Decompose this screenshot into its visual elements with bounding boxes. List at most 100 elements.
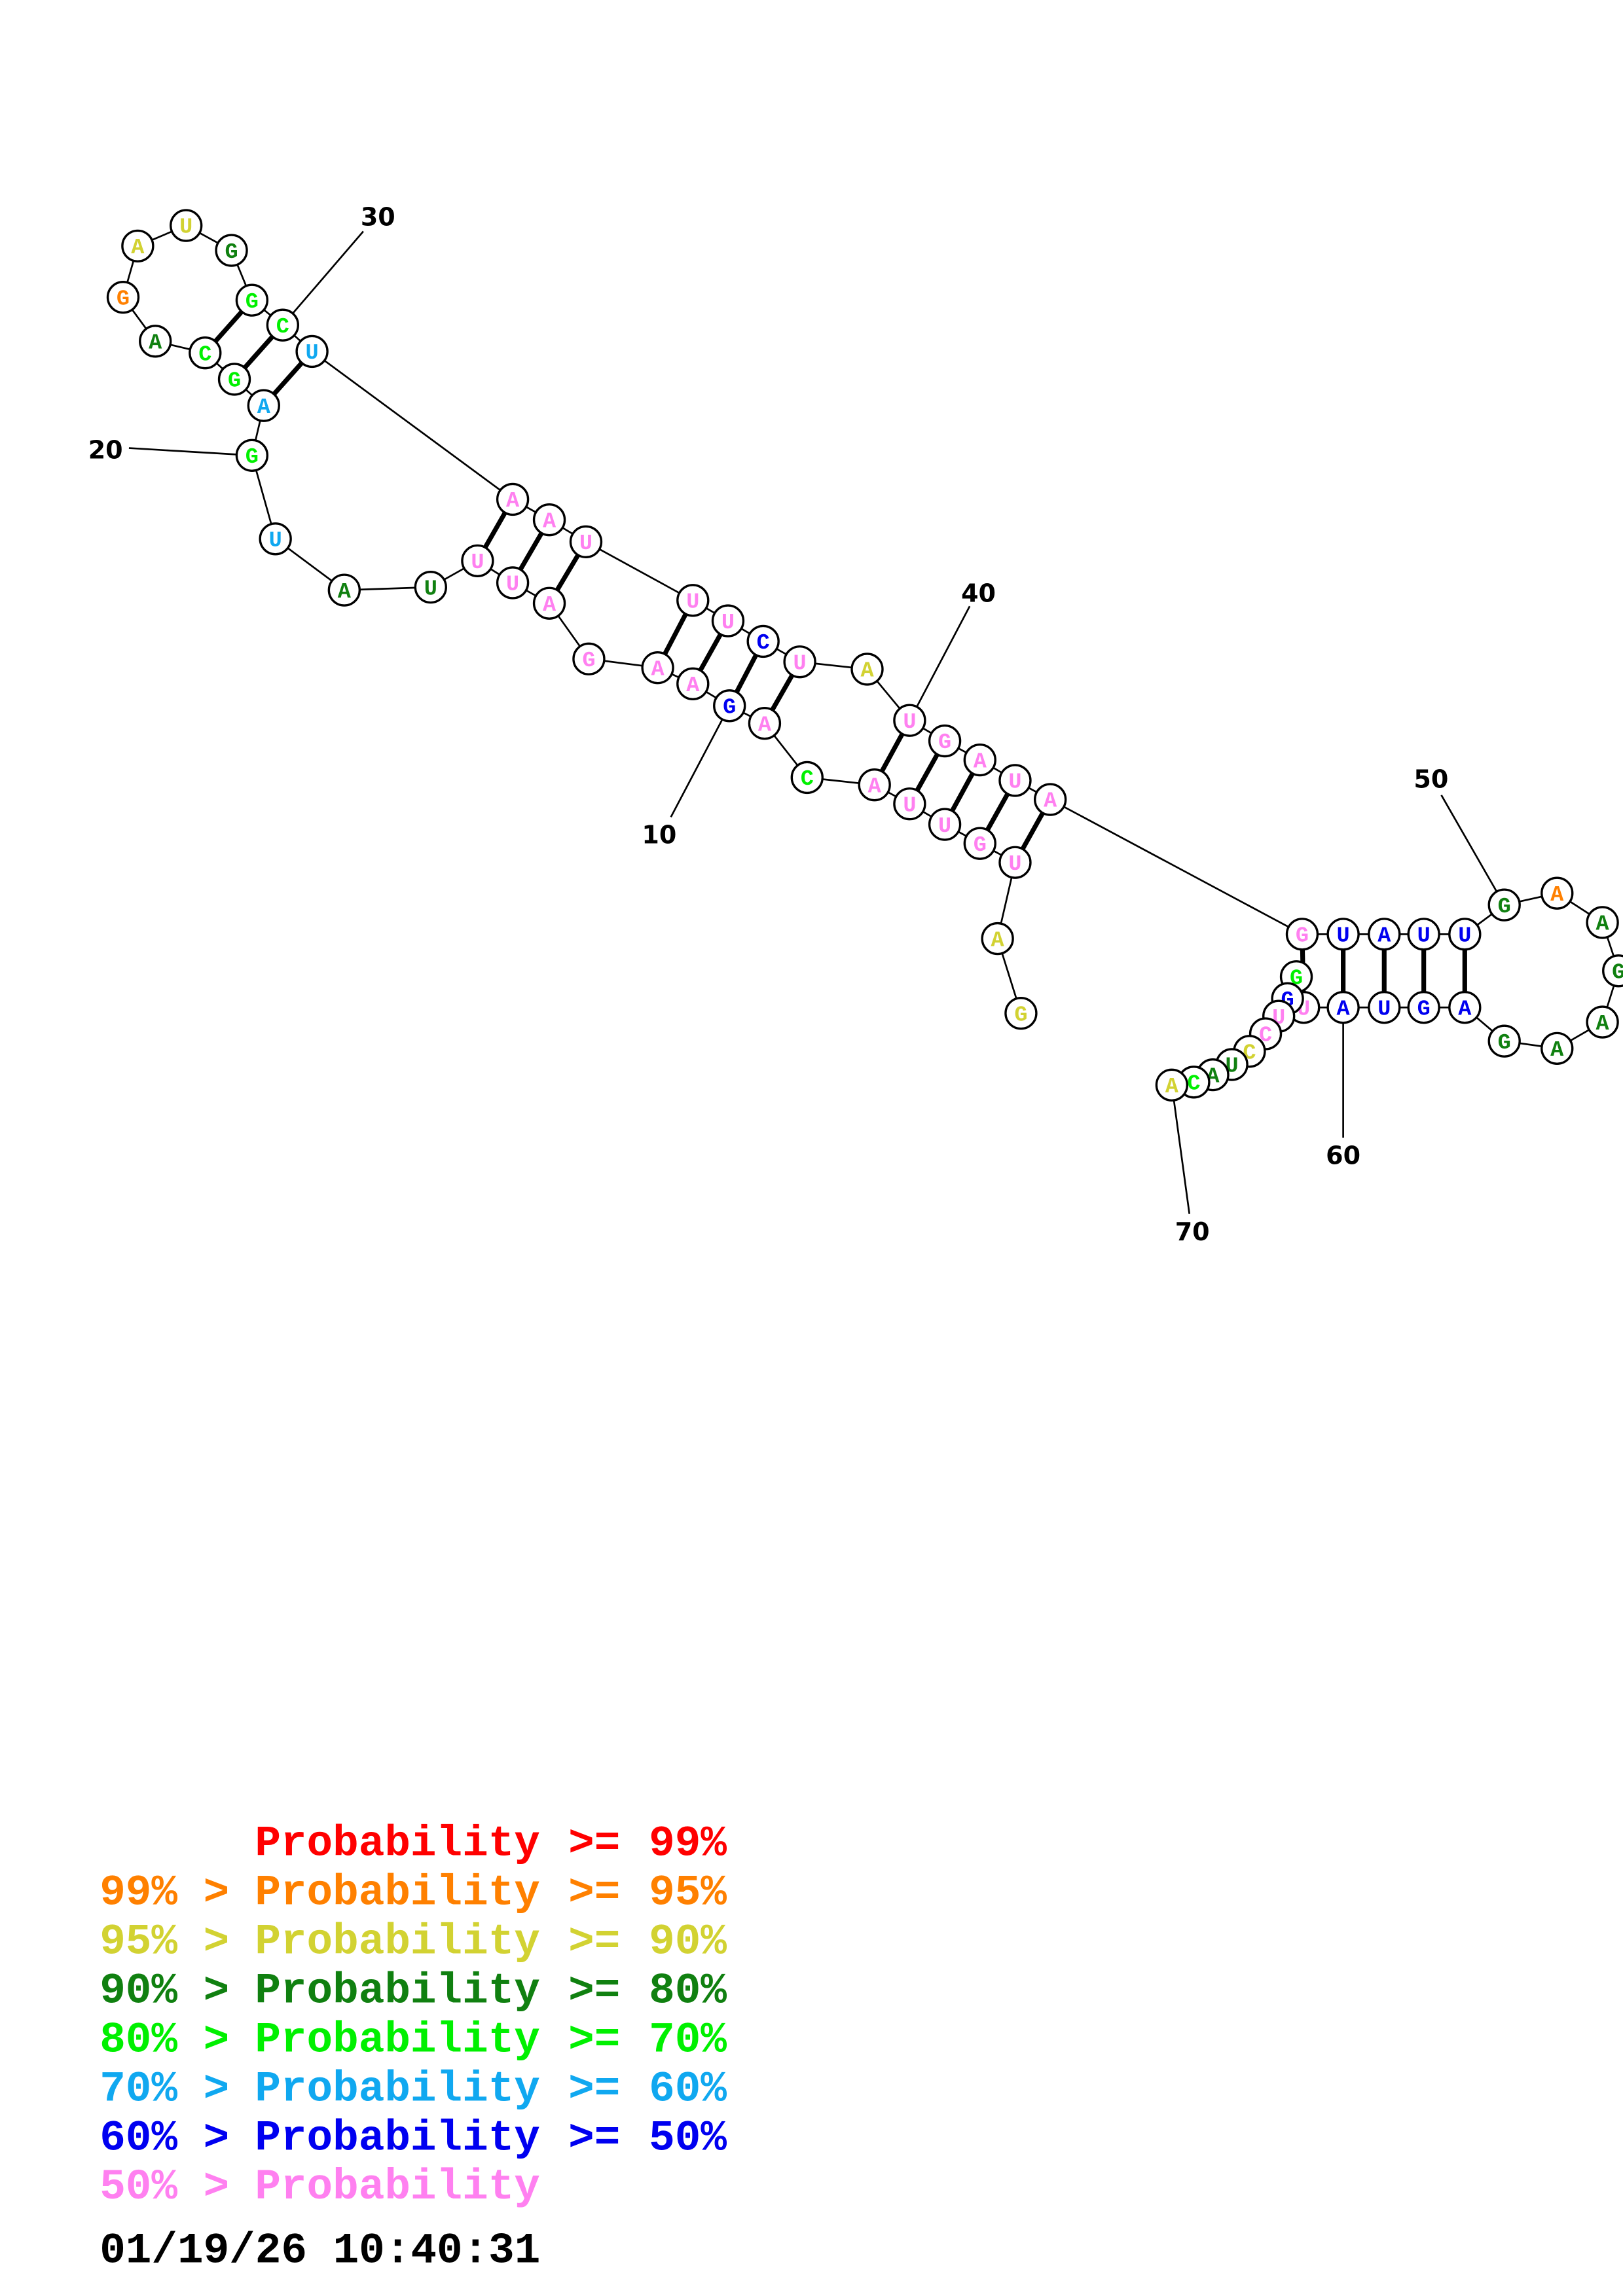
- base-pair-lines: [203, 298, 1467, 1008]
- position-label-line: [1171, 1085, 1191, 1214]
- nucleotide-circle: [928, 808, 962, 841]
- nucleotide: G: [928, 724, 962, 758]
- nucleotide-letter: G: [582, 649, 595, 673]
- legend-mid-text: Probability: [255, 1966, 540, 2015]
- nucleotide-circle: [295, 334, 329, 368]
- nucleotide: A: [963, 743, 996, 777]
- nucleotide: U: [496, 566, 530, 600]
- legend-right-text: 99%: [649, 1820, 727, 1869]
- nucleotide: U: [1448, 918, 1482, 951]
- nucleotide-circle: [893, 704, 926, 737]
- legend-row: 50% > Probability: [100, 2162, 540, 2212]
- nucleotide-circle: [247, 389, 280, 422]
- nucleotide-letter: U: [1337, 924, 1350, 949]
- nucleotide-letter: G: [246, 445, 259, 470]
- nucleotide-circle: [998, 846, 1032, 879]
- nucleotide-circle: [327, 573, 361, 607]
- nucleotide-letter: U: [1008, 852, 1021, 877]
- legend-row: 80% > Probability >= 70%: [100, 2015, 727, 2064]
- position-label-line: [282, 230, 364, 326]
- nucleotide-letter: C: [198, 342, 211, 367]
- nucleotide-circle: [963, 827, 996, 860]
- nucleotide-circle: [189, 336, 222, 370]
- nucleotide-circle: [532, 503, 566, 537]
- nucleotide: A: [1448, 991, 1482, 1024]
- nucleotide-circle: [1448, 918, 1482, 951]
- nucleotide-letter: U: [269, 528, 282, 553]
- nucleotide-circle: [1487, 1024, 1521, 1058]
- nucleotide-circle: [170, 209, 203, 242]
- nucleotide: C: [266, 308, 300, 342]
- nucleotide-circle: [1326, 918, 1360, 951]
- nucleotide: U: [893, 787, 926, 821]
- nucleotide-letter: U: [686, 590, 699, 615]
- nucleotide: U: [998, 846, 1032, 879]
- nucleotide: G: [235, 439, 269, 472]
- position-label: 10: [642, 821, 676, 850]
- nucleotide: A: [1586, 1005, 1619, 1039]
- nucleotide-circle: [1004, 997, 1038, 1030]
- legend-left-text: 80% >: [100, 2015, 229, 2064]
- nucleotide-circle: [783, 645, 816, 679]
- nucleotide-letter: U: [1377, 997, 1391, 1022]
- nucleotide: G: [235, 283, 269, 317]
- position-label: 50: [1413, 765, 1448, 794]
- nucleotide-letter: U: [1008, 770, 1021, 795]
- nucleotide: U: [676, 584, 710, 617]
- legend-row: Probability >= 99%: [255, 1820, 727, 1869]
- nucleotide-letter: U: [793, 651, 807, 676]
- nucleotide: G: [1487, 888, 1521, 922]
- nucleotide-circle: [713, 689, 746, 723]
- nucleotide: U: [295, 334, 329, 368]
- nucleotide: G: [215, 234, 248, 267]
- nucleotide-circle: [711, 604, 745, 637]
- nucleotide-letter: A: [991, 928, 1005, 953]
- nucleotide: G: [713, 689, 746, 723]
- position-label-lines: 10 20 30 40 50 60 70: [88, 203, 1505, 1246]
- legend-left-text: 99% >: [100, 1869, 229, 1918]
- nucleotide-circle: [461, 544, 494, 578]
- nucleotide-circle: [998, 764, 1032, 797]
- nucleotide-circle: [1368, 918, 1401, 951]
- nucleotide-circle: [266, 308, 300, 342]
- legend-mid-text: Probability: [255, 2015, 540, 2064]
- nucleotide-circle: [1541, 1031, 1574, 1066]
- nucleotide: U: [928, 808, 962, 841]
- legend-right-text: 90%: [649, 1917, 727, 1966]
- nucleotide-circle: [1326, 991, 1360, 1024]
- nucleotide-letter: A: [1044, 789, 1057, 814]
- nucleotide-letter: A: [543, 593, 556, 618]
- nucleotide: U: [569, 525, 603, 558]
- backbone-segment: [585, 541, 693, 601]
- nucleotide-letter: A: [860, 659, 874, 684]
- nucleotide-letter: A: [686, 673, 700, 698]
- nucleotide-circle: [1487, 888, 1521, 922]
- nucleotide-letter: C: [276, 315, 289, 340]
- nucleotide: G: [963, 827, 996, 860]
- nucleotide-letter: A: [338, 580, 352, 605]
- position-label-line: [128, 447, 252, 457]
- nucleotide-letter: U: [306, 341, 319, 366]
- nucleotide: C: [746, 624, 780, 658]
- legend-mid-text: Probability: [255, 2113, 540, 2162]
- probability-legend: Probability >= 99%99% > Probability >= 95%95%…: [100, 1820, 727, 2212]
- nucleotide: A: [676, 667, 710, 700]
- nucleotide-letter: A: [1337, 997, 1351, 1022]
- legend-op-text: >=: [568, 2015, 620, 2064]
- nucleotide: A: [496, 482, 530, 516]
- nucleotide: G: [572, 642, 606, 675]
- nucleotide-circle: [858, 768, 891, 802]
- nucleotide-circle: [496, 482, 530, 516]
- nucleotide: A: [532, 503, 566, 537]
- nucleotide: G: [106, 280, 140, 314]
- nucleotide-circle: [790, 761, 824, 795]
- nucleotide: U: [414, 570, 447, 604]
- nucleotide-letter: G: [246, 290, 259, 315]
- nucleotide: C: [790, 761, 824, 795]
- nucleotide-circle: [928, 724, 962, 758]
- legend-row: 95% > Probability >= 90%: [100, 1917, 727, 1966]
- nucleotide-letter: A: [149, 331, 162, 355]
- position-label: 40: [961, 579, 996, 608]
